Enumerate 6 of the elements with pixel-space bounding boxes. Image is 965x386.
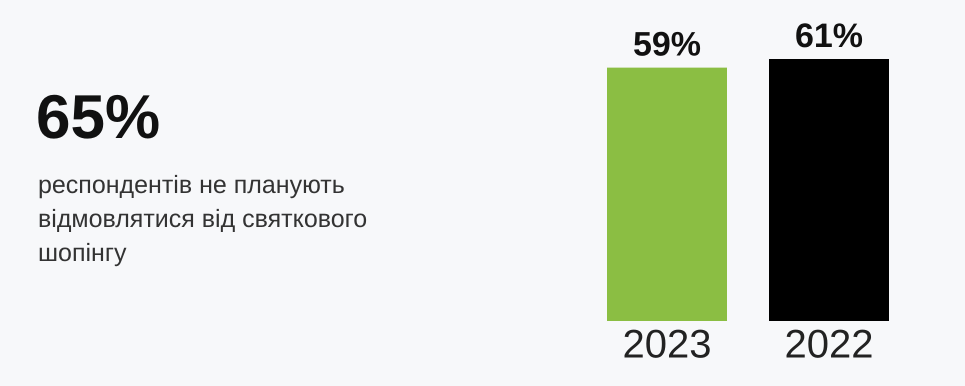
x-tick-label: 2022 bbox=[784, 322, 874, 366]
data-label: 61% bbox=[794, 17, 864, 55]
chart-title: 65% bbox=[36, 82, 160, 153]
x-tick-label: 2023 bbox=[622, 322, 712, 366]
data-label: 59% bbox=[632, 26, 702, 64]
text: респондентів не планують відмовлятися від святкового шопінгу bbox=[38, 170, 368, 269]
